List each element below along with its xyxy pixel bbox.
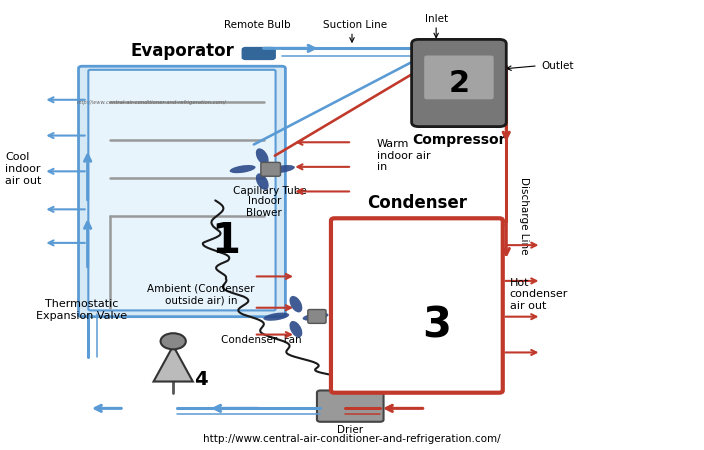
Circle shape — [161, 333, 186, 349]
Text: Condenser  Fan: Condenser Fan — [220, 334, 301, 345]
Ellipse shape — [269, 165, 295, 173]
FancyBboxPatch shape — [88, 70, 275, 310]
Text: 1: 1 — [211, 220, 241, 261]
Text: http://www.central-air-conditioner-and-refrigeration.com/: http://www.central-air-conditioner-and-r… — [77, 100, 227, 105]
Ellipse shape — [256, 173, 269, 190]
Ellipse shape — [256, 148, 269, 165]
Text: Hot
condenser
air out: Hot condenser air out — [510, 278, 568, 311]
Text: 4: 4 — [194, 370, 208, 389]
FancyBboxPatch shape — [412, 40, 506, 126]
Ellipse shape — [303, 313, 329, 321]
Text: Compressor: Compressor — [412, 133, 505, 147]
Ellipse shape — [289, 321, 302, 338]
Text: Suction Line: Suction Line — [323, 20, 388, 31]
Text: Discharge Line: Discharge Line — [519, 177, 529, 255]
Text: http://www.central-air-conditioner-and-refrigeration.com/: http://www.central-air-conditioner-and-r… — [203, 434, 501, 444]
Polygon shape — [153, 346, 193, 382]
Text: Evaporator: Evaporator — [130, 41, 234, 59]
Text: Inlet: Inlet — [425, 14, 448, 24]
Text: Remote Bulb: Remote Bulb — [224, 20, 291, 31]
Text: 2: 2 — [448, 68, 470, 98]
Text: Cool
indoor
air out: Cool indoor air out — [5, 153, 42, 186]
Text: Outlet: Outlet — [541, 61, 574, 71]
FancyBboxPatch shape — [243, 48, 275, 59]
Ellipse shape — [289, 296, 302, 312]
Text: Capillary Tube: Capillary Tube — [233, 186, 306, 196]
Text: Drier: Drier — [337, 425, 363, 435]
FancyBboxPatch shape — [331, 218, 503, 393]
Ellipse shape — [230, 165, 256, 173]
FancyBboxPatch shape — [79, 66, 285, 317]
Text: Indoor
Blower: Indoor Blower — [246, 196, 282, 217]
Text: Warm
indoor air
in: Warm indoor air in — [377, 139, 430, 172]
Text: Condenser: Condenser — [367, 194, 467, 212]
Text: 3: 3 — [422, 305, 451, 347]
Text: Ambient (Condenser
outside air) in: Ambient (Condenser outside air) in — [147, 284, 255, 305]
FancyBboxPatch shape — [317, 391, 384, 422]
Text: Thermostatic
Expansion Valve: Thermostatic Expansion Valve — [37, 299, 127, 321]
Ellipse shape — [263, 313, 289, 321]
FancyBboxPatch shape — [261, 162, 280, 176]
FancyBboxPatch shape — [425, 55, 494, 99]
FancyBboxPatch shape — [308, 310, 326, 324]
